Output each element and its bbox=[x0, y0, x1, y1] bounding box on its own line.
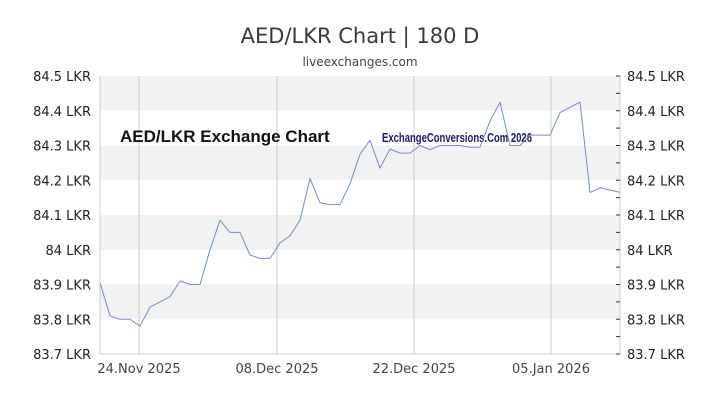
y-tick-label: 84 LKR bbox=[627, 244, 672, 259]
y-tick-label: 84 LKR bbox=[46, 244, 91, 259]
x-axis-labels: 24.Nov 2025 08.Dec 2025 22.Dec 2025 05.Jan … bbox=[97, 362, 590, 377]
y-tick-label: 83.9 LKR bbox=[33, 279, 91, 294]
y-tick-label: 84.4 LKR bbox=[33, 105, 91, 120]
grid-band bbox=[100, 284, 620, 320]
y-axis-right-labels: 84.5 LKR 84.4 LKR 84.3 LKR 84.2 LKR 84.1 LKR… bbox=[627, 70, 685, 363]
y-tick-label: 84.2 LKR bbox=[627, 174, 685, 189]
background-bands bbox=[100, 76, 620, 320]
y-tick-label: 84.2 LKR bbox=[33, 174, 91, 189]
grid-band bbox=[100, 215, 620, 250]
watermark-right: ExchangeConversions.Com 2026 bbox=[382, 130, 532, 145]
y-tick-label: 84.1 LKR bbox=[33, 209, 91, 224]
y-tick-label: 83.9 LKR bbox=[627, 279, 685, 294]
grid-band bbox=[100, 76, 620, 111]
grid-band bbox=[100, 145, 620, 181]
axes bbox=[99, 75, 621, 355]
series-line bbox=[99, 101, 621, 327]
y-tick-label: 84.4 LKR bbox=[627, 105, 685, 120]
watermark-left: AED/LKR Exchange Chart bbox=[120, 127, 330, 146]
y-tick-label: 83.8 LKR bbox=[33, 313, 91, 328]
y-tick-label: 83.7 LKR bbox=[627, 348, 685, 363]
y-tick-label: 84.5 LKR bbox=[33, 70, 91, 85]
y-tick-label: 84.3 LKR bbox=[33, 140, 91, 155]
y-tick-label: 84.1 LKR bbox=[627, 209, 685, 224]
y-tick-label: 83.8 LKR bbox=[627, 313, 685, 328]
vertical-gridlines bbox=[138, 76, 552, 354]
chart-subtitle: liveexchanges.com bbox=[302, 55, 418, 69]
y-tick-label: 83.7 LKR bbox=[33, 348, 91, 363]
x-tick-label: 05.Jan 2026 bbox=[512, 362, 590, 377]
y-axis-left-labels: 84.5 LKR 84.4 LKR 84.3 LKR 84.2 LKR 84.1 LKR… bbox=[33, 70, 91, 363]
chart-title: AED/LKR Chart | 180 D bbox=[240, 24, 480, 48]
x-tick-label: 24.Nov 2025 bbox=[97, 362, 180, 377]
y-tick-label: 84.3 LKR bbox=[627, 140, 685, 155]
x-tick-label: 22.Dec 2025 bbox=[372, 362, 455, 377]
x-tick-label: 08.Dec 2025 bbox=[235, 362, 318, 377]
y-tick-label: 84.5 LKR bbox=[627, 70, 685, 85]
